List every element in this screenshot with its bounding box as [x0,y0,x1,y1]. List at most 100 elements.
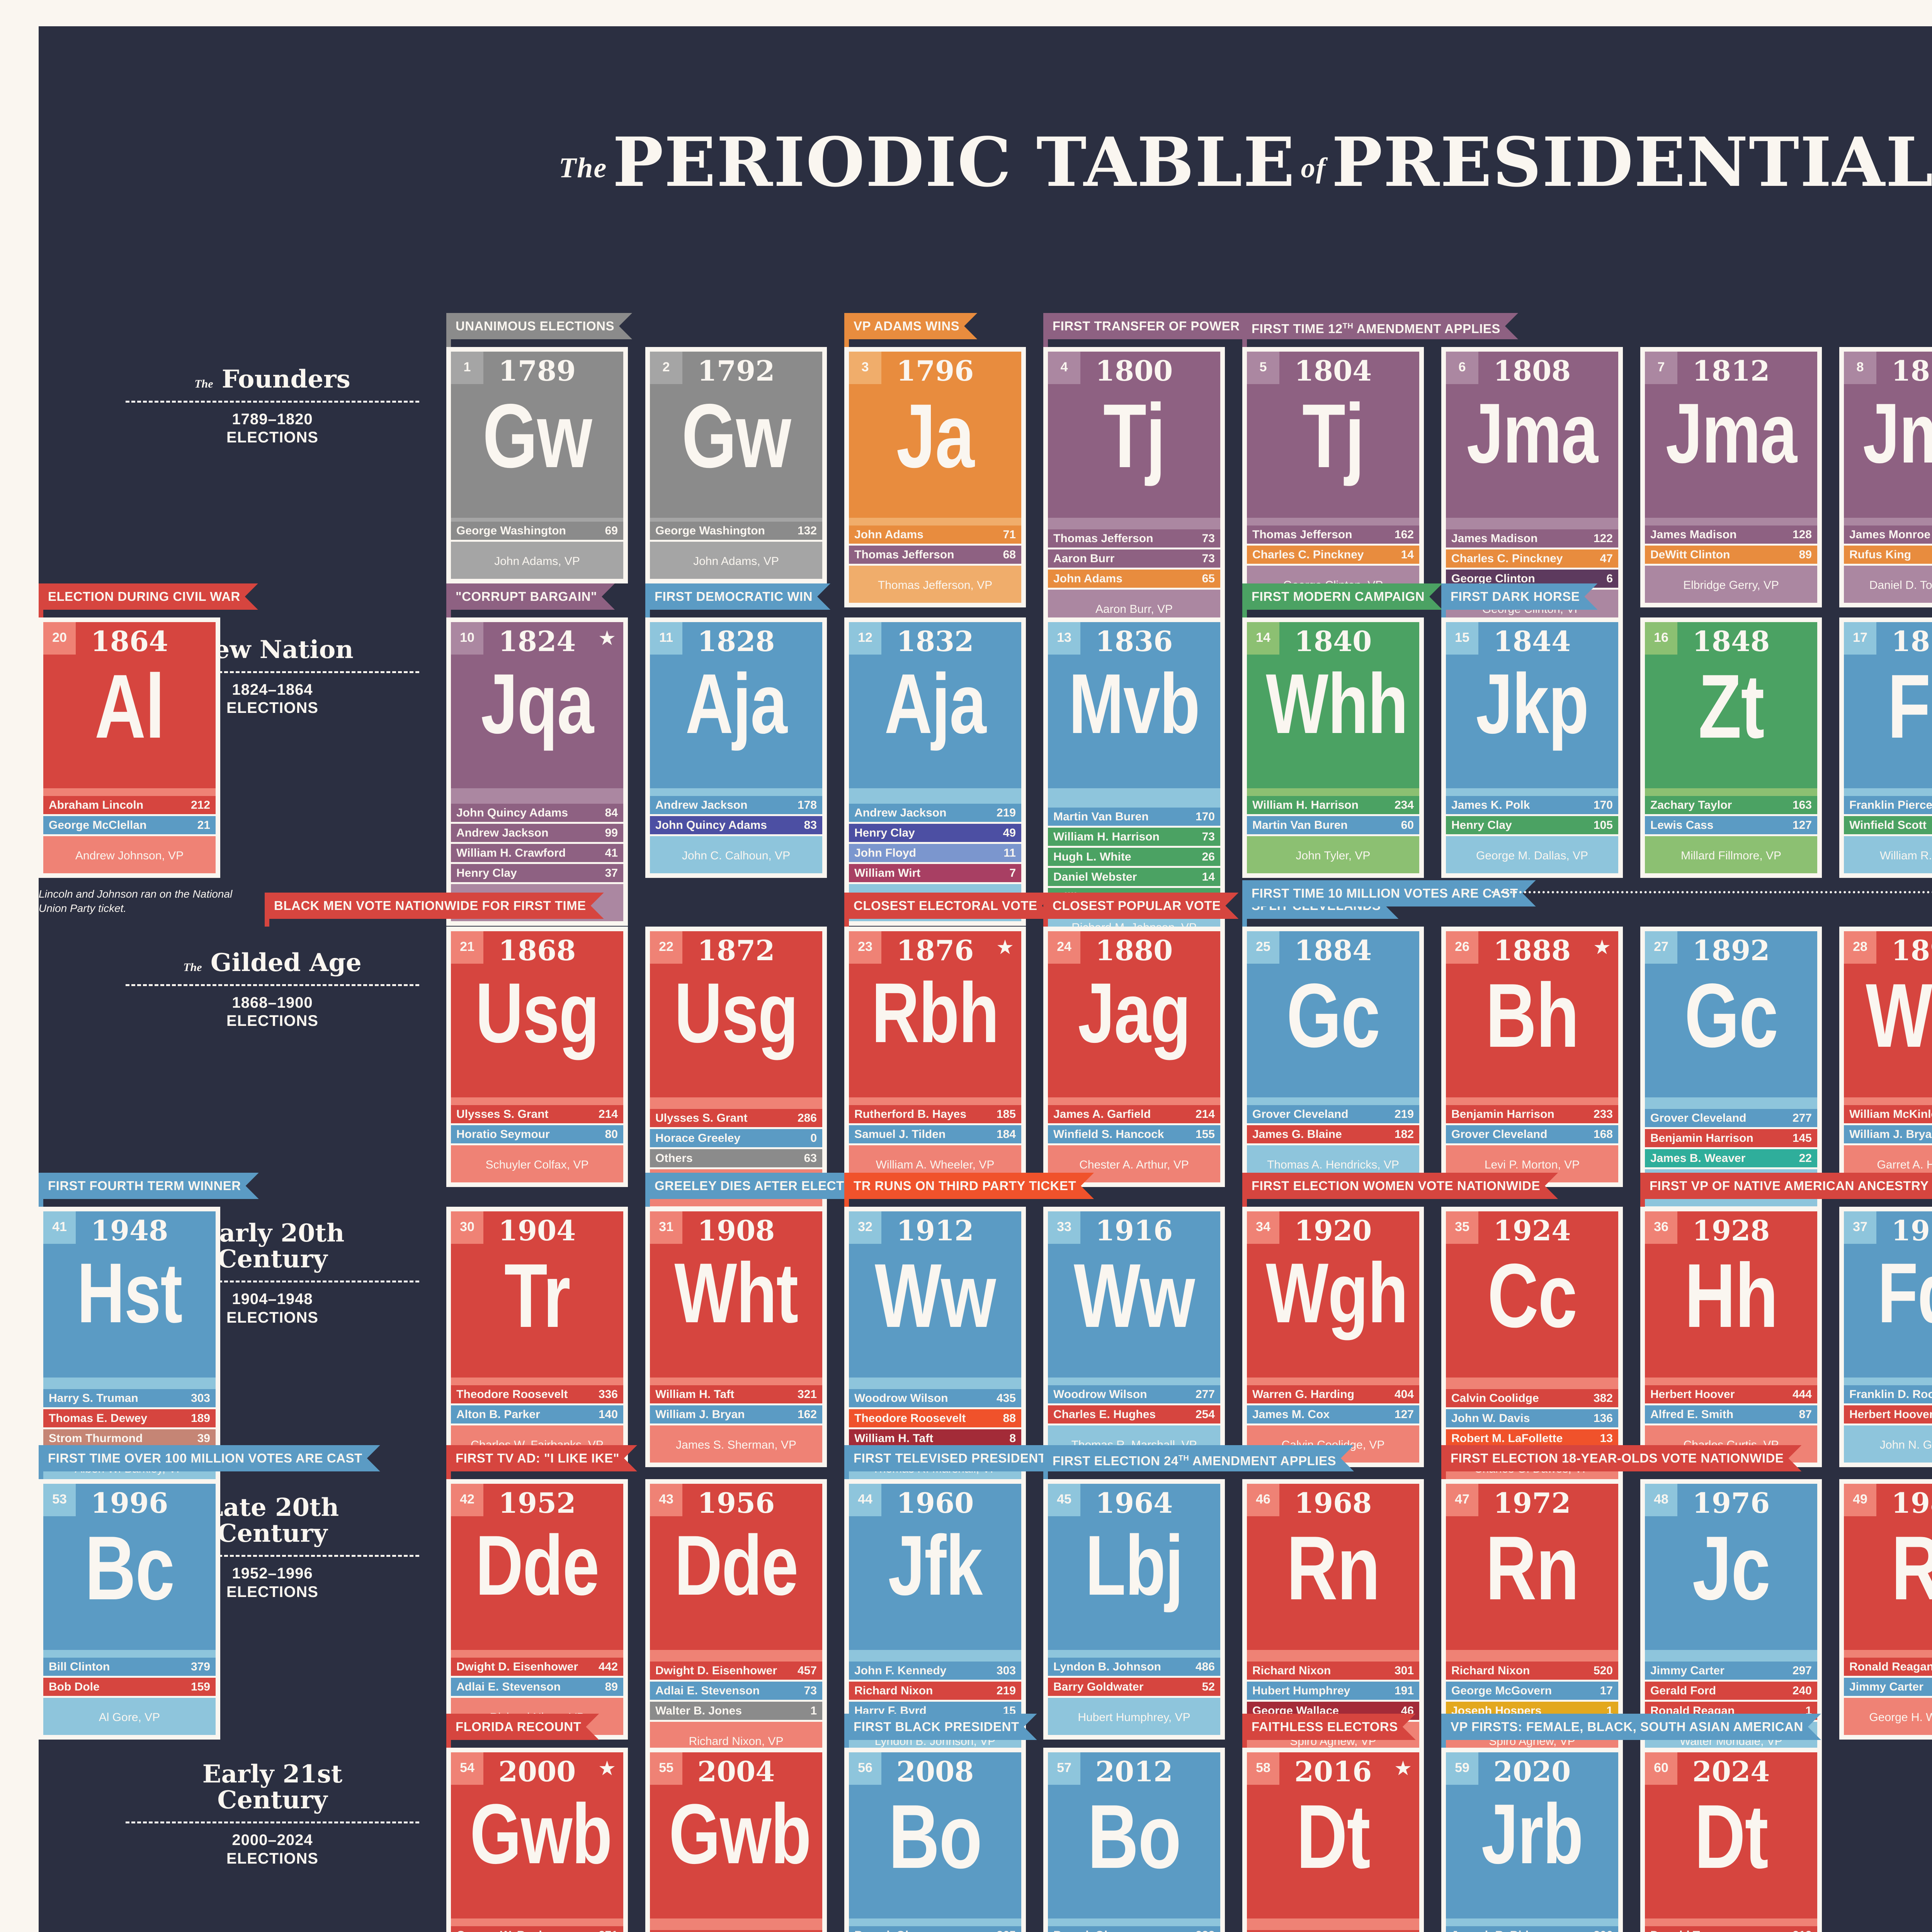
election-card-1928[interactable]: 36 1928 Hh Herbert Hoover 444 Alfred E. Smith… [1640,1207,1822,1467]
banner-connector [844,1740,849,1748]
card-top-block-2 [1645,1785,1817,1918]
candidate-rows: Rutherford B. Hayes 185 Samuel J. Tilden 18… [849,1105,1021,1145]
electoral-votes: 312 [1789,1929,1812,1932]
election-card-1996[interactable]: 53 1996 Bc Bill Clinton 379 Bob Dole 159 Al Gor… [39,1479,220,1740]
candidate-name: William H. Crawford [456,846,566,859]
election-card-2020[interactable]: 592020JrbJoseph R. Biden306Donald Trump2… [1441,1748,1623,1932]
name-abbreviation: Wgh [1266,1245,1408,1340]
election-card-1832[interactable]: 12 1832 Aja Andrew Jackson 219 Henry Clay 49 Jo… [844,617,1026,926]
election-card-1908[interactable]: 31 1908 Wht William H. Taft 321 William J. Br… [645,1207,827,1467]
name-abbreviation: Cc [1487,1245,1577,1346]
era-label-4: Early 20th Century 1904–1948 ELECTIONS [126,1220,419,1327]
election-card-1800[interactable]: 4 1800 Tj Thomas Jefferson 73 Aaron Burr 73 Joh… [1043,347,1225,631]
election-card-1872[interactable]: 22 1872 Usg Ulysses S. Grant 286 Horace Greel… [645,927,827,1211]
election-card-1816[interactable]: 8 1816Jmo James Monroe183Rufus King34 Danie… [1839,347,1932,607]
election-card-1956[interactable]: 43 1956 Dde Dwight D. Eisenhower 457 Adlai E.… [645,1479,827,1764]
election-year: 1789 [498,354,576,387]
election-card-1904[interactable]: 30 1904 Tr Theodore Roosevelt 336 Alton B. Pa… [446,1207,628,1467]
electoral-votes: 214 [1195,1107,1215,1121]
candidate-rows: Zachary Taylor 163 Lewis Cass 127 [1645,796,1817,836]
election-number: 20 [52,630,67,645]
electoral-votes: 122 [1593,532,1613,545]
candidate-name: Winfield Scott [1849,818,1927,832]
election-number: 35 [1455,1219,1469,1234]
card-top-block-2 [650,655,822,788]
election-card-1840[interactable]: 14 1840 Whh William H. Harrison 234 Martin Va… [1242,617,1424,878]
milestone-banner-1920: FIRST ELECTION WOMEN VOTE NATIONWIDE [1242,1173,1558,1199]
milestone-banner-2016: FAITHLESS ELECTORS [1242,1714,1416,1740]
card-top-block-2 [1446,1785,1618,1918]
election-card-1848[interactable]: 16 1848 Zt Zachary Taylor 163 Lewis Cass 127 Mi… [1640,617,1822,878]
electoral-votes: 17 [1600,1684,1613,1697]
electoral-votes: 219 [996,1684,1016,1697]
card-top-block-2 [1247,964,1419,1097]
electoral-votes: 49 [1003,826,1016,839]
election-card-1828[interactable]: 11 1828 Aja Andrew Jackson 178 John Quincy Ad… [645,617,827,878]
election-card-1844[interactable]: 15 1844 Jkp James K. Polk 170 Henry Clay 105 Ge… [1441,617,1623,878]
card-top-block-2 [1247,1516,1419,1650]
electoral-votes: 321 [797,1388,817,1401]
other-candidate-row: Winfield Scott42 [1844,816,1932,836]
election-card-1912[interactable]: 32 1912 Ww Woodrow Wilson 435 Theodore Roosev… [844,1207,1026,1491]
candidate-name: George McClellan [49,818,147,832]
election-card-2008[interactable]: 562008BoBarack Obama365John McCain173Jos… [844,1748,1026,1932]
name-abbreviation: Zt [1698,655,1764,757]
banner-connector [446,610,451,617]
election-card-1896[interactable]: 281896WmWilliam McKinley271William J. Br… [1839,927,1932,1187]
card-top-block-2 [849,1785,1021,1918]
election-card-1812[interactable]: 7 1812 Jma James Madison 128 DeWitt Clinton 89… [1640,347,1822,607]
election-card-1968[interactable]: 46 1968 Rn Richard Nixon 301 Hubert Humphrey 1… [1242,1479,1424,1764]
election-card-2000[interactable]: 54★2000GwbGeorge W. Bush271Al Gore266Dic… [446,1748,628,1932]
other-candidate-row: Henry Clay 37 [451,864,623,884]
name-abbreviation: Ja [896,385,975,486]
name-abbreviation: Gc [1286,964,1380,1066]
election-number: 26 [1455,939,1469,954]
election-card-1796[interactable]: 3 1796 Ja John Adams 71 Thomas Jefferson 68 Tho… [844,347,1026,607]
milestone-banner-1952: FIRST TV AD: "I LIKE IKE" [446,1445,637,1471]
election-card-1804[interactable]: 5 1804 Tj Thomas Jefferson 162 Charles C. Pin… [1242,347,1424,607]
banner-connector [446,339,451,347]
election-card-1868[interactable]: 21 1868 Usg Ulysses S. Grant 214 Horatio Seym… [446,927,628,1187]
election-card-1952[interactable]: 42 1952 Dde Dwight D. Eisenhower 442 Adlai E.… [446,1479,628,1740]
other-candidate-row: Daniel Webster 14 [1048,868,1220,888]
election-card-1932[interactable]: 371932FdrFranklin D. Roosevelt472Herbert… [1839,1207,1932,1467]
election-card-1888[interactable]: 26 ★ 1888 Bh Benjamin Harrison 233 Grover Clev… [1441,927,1623,1187]
card-top-block-2 [1048,964,1220,1097]
election-card-1924[interactable]: 35 1924 Cc Calvin Coolidge 382 John W. Davis 1… [1441,1207,1623,1491]
election-card-1876[interactable]: 23 ★ 1876 Rbh Rutherford B. Hayes 185 Samuel J… [844,927,1026,1187]
winning-candidate-row: William McKinley271 [1844,1105,1932,1125]
election-card-1789[interactable]: 1 1789 Gw George Washington 69 John Adams, VP [446,347,628,583]
milestone-banner-1928: FIRST VP OF NATIVE AMERICAN ANCESTRY [1640,1173,1932,1199]
election-card-2024[interactable]: 602024DtDonald Trump312Kamala Harris226J… [1640,1748,1822,1932]
milestone-banner-1840: FIRST MODERN CAMPAIGN [1242,583,1442,610]
milestone-banner-1944: FIRST FOURTH TERM WINNER [39,1173,259,1199]
election-card-1880[interactable]: 24 1880 Jag James A. Garfield 214 Winfield S.… [1043,927,1225,1187]
election-number: 2 [662,360,670,374]
election-card-1852[interactable]: 171852FpFranklin Pierce254Winfield Scott… [1839,617,1932,878]
election-card-1948[interactable]: 41 1948 Hst Harry S. Truman 303 Thomas E. Dew… [39,1207,220,1491]
electoral-votes: 271 [595,1929,618,1932]
election-number: 4 [1060,360,1068,374]
banner-connector [1441,1740,1446,1748]
candidate-rows: William McKinley271William J. Bryan176 [1844,1105,1932,1145]
election-card-1792[interactable]: 2 1792 Gw George Washington 132 John Adams, V… [645,347,827,583]
election-card-1824[interactable]: 10 ★ 1824 Jqa John Quincy Adams 84 Andrew Jack… [446,617,628,926]
election-card-1884[interactable]: 25 1884 Gc Grover Cleveland 219 James G. Blai… [1242,927,1424,1187]
election-card-1920[interactable]: 34 1920 Wgh Warren G. Harding 404 James M. Co… [1242,1207,1424,1467]
election-card-1916[interactable]: 33 1916 Ww Woodrow Wilson 277 Charles E. Hugh… [1043,1207,1225,1467]
candidate-name: Bill Clinton [49,1660,110,1673]
electoral-votes: 0 [810,1131,817,1145]
election-card-1864[interactable]: 20 1864 Al Abraham Lincoln 212 George McClell… [39,617,220,878]
winning-candidate-row: Thomas Jefferson 73 [1048,529,1220,549]
election-year: 1892 [1692,934,1770,967]
winning-candidate-row: Woodrow Wilson 277 [1048,1385,1220,1405]
electoral-votes: 182 [1394,1128,1414,1141]
election-card-2012[interactable]: 572012BoBarack Obama332Mitt Romney206Jos… [1043,1748,1225,1932]
election-card-1980[interactable]: 49 1980Rr Ronald Reagan489Jimmy Carter49 Ge… [1839,1479,1932,1740]
election-card-1964[interactable]: 45 1964 Lbj Lyndon B. Johnson 486 Barry Goldw… [1043,1479,1225,1740]
election-card-1892[interactable]: 27 1892 Gc Grover Cleveland 277 Benjamin Harr… [1640,927,1822,1211]
winning-candidate-row: Thomas Jefferson 162 [1247,526,1419,546]
electoral-votes: 297 [1792,1664,1812,1677]
